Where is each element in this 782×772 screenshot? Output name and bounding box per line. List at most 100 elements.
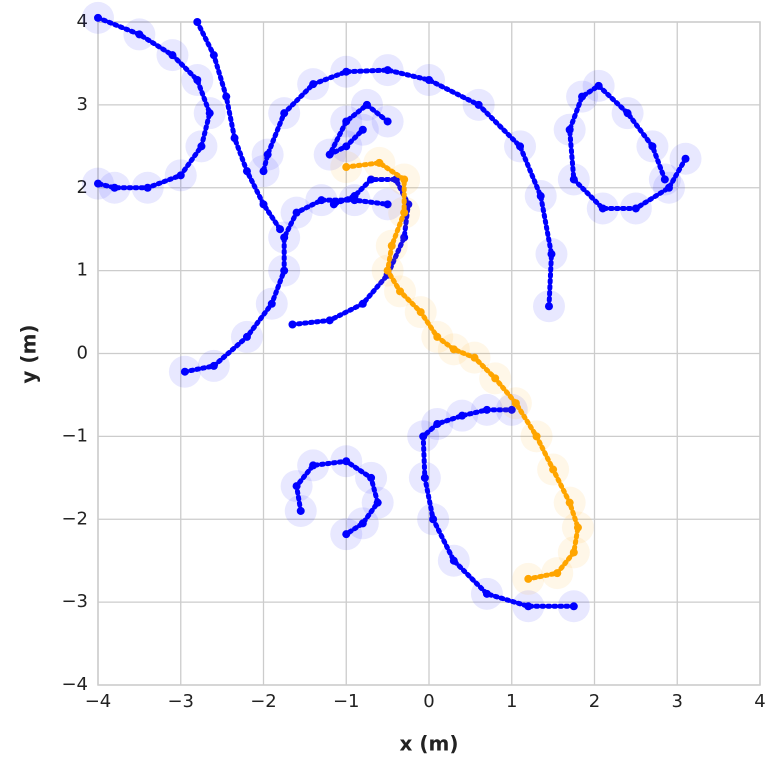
point [383, 66, 392, 75]
x-tick-label: 2 [589, 691, 600, 712]
point [110, 183, 119, 192]
point [288, 320, 297, 329]
point [309, 80, 318, 89]
point [325, 316, 334, 325]
point [143, 183, 152, 192]
point [242, 332, 251, 341]
point [660, 175, 669, 184]
point [222, 92, 231, 101]
point [342, 163, 351, 172]
point [342, 67, 351, 76]
point [383, 266, 392, 275]
point [681, 154, 690, 163]
x-tick-label: 4 [754, 691, 765, 712]
point [350, 192, 359, 201]
point [367, 175, 376, 184]
point [470, 353, 479, 362]
point [648, 142, 657, 151]
point [309, 461, 318, 470]
point [280, 109, 289, 118]
point [524, 602, 533, 611]
point [375, 158, 384, 167]
point [94, 13, 102, 22]
x-tick-label: 1 [506, 691, 517, 712]
point [400, 208, 409, 217]
y-tick-label: 0 [77, 343, 88, 364]
point [383, 200, 392, 209]
point [176, 171, 185, 180]
trajectory [182, 197, 391, 375]
point [193, 76, 202, 85]
point [383, 117, 392, 126]
point [524, 574, 533, 583]
point [544, 302, 553, 311]
point [482, 589, 491, 598]
point [242, 167, 251, 176]
point [449, 345, 458, 354]
point [449, 556, 458, 565]
point [358, 519, 367, 528]
point [569, 602, 578, 611]
point [458, 411, 467, 420]
point [280, 233, 289, 242]
x-tick-label: 3 [672, 691, 683, 712]
point [419, 432, 428, 441]
point [263, 150, 272, 159]
point [168, 51, 177, 60]
point [292, 208, 301, 217]
y-tick-label: 1 [77, 260, 88, 281]
point [598, 204, 607, 213]
point [532, 432, 541, 441]
point [400, 233, 409, 242]
point [209, 361, 218, 370]
point [358, 125, 367, 134]
point [553, 569, 562, 578]
point [507, 405, 516, 414]
point [594, 81, 603, 90]
trajectory [261, 67, 554, 309]
x-tick-label: −3 [167, 691, 194, 712]
trajectory [95, 15, 213, 191]
point [193, 18, 202, 26]
x-tick-label: −4 [85, 691, 112, 712]
y-tick-label: −4 [61, 674, 88, 695]
trajectory [289, 176, 411, 327]
point [474, 100, 483, 109]
point [569, 175, 578, 184]
point [259, 200, 268, 209]
point [317, 196, 326, 205]
point [205, 109, 214, 118]
point [416, 308, 425, 317]
point [292, 482, 301, 491]
point [180, 367, 189, 376]
y-tick-label: 3 [77, 94, 88, 115]
point [569, 548, 578, 557]
point [578, 92, 587, 101]
point [197, 142, 206, 151]
y-tick-label: −2 [61, 508, 88, 529]
point [329, 200, 338, 209]
point [623, 109, 632, 118]
point [280, 266, 289, 275]
point [565, 125, 574, 134]
point [396, 287, 405, 296]
y-tick-label: 4 [77, 11, 88, 32]
point [325, 150, 334, 159]
point [276, 225, 285, 234]
plot-frame [97, 21, 761, 686]
point [135, 30, 144, 39]
point [547, 250, 556, 259]
point [387, 241, 396, 250]
point [425, 76, 433, 85]
point [342, 530, 351, 539]
point [491, 374, 500, 383]
y-tick-label: −1 [61, 425, 88, 446]
point [267, 299, 276, 308]
point [209, 51, 218, 60]
point [573, 523, 582, 532]
trajectory [343, 160, 581, 582]
point [259, 167, 268, 176]
point [94, 179, 102, 188]
point [511, 399, 520, 408]
